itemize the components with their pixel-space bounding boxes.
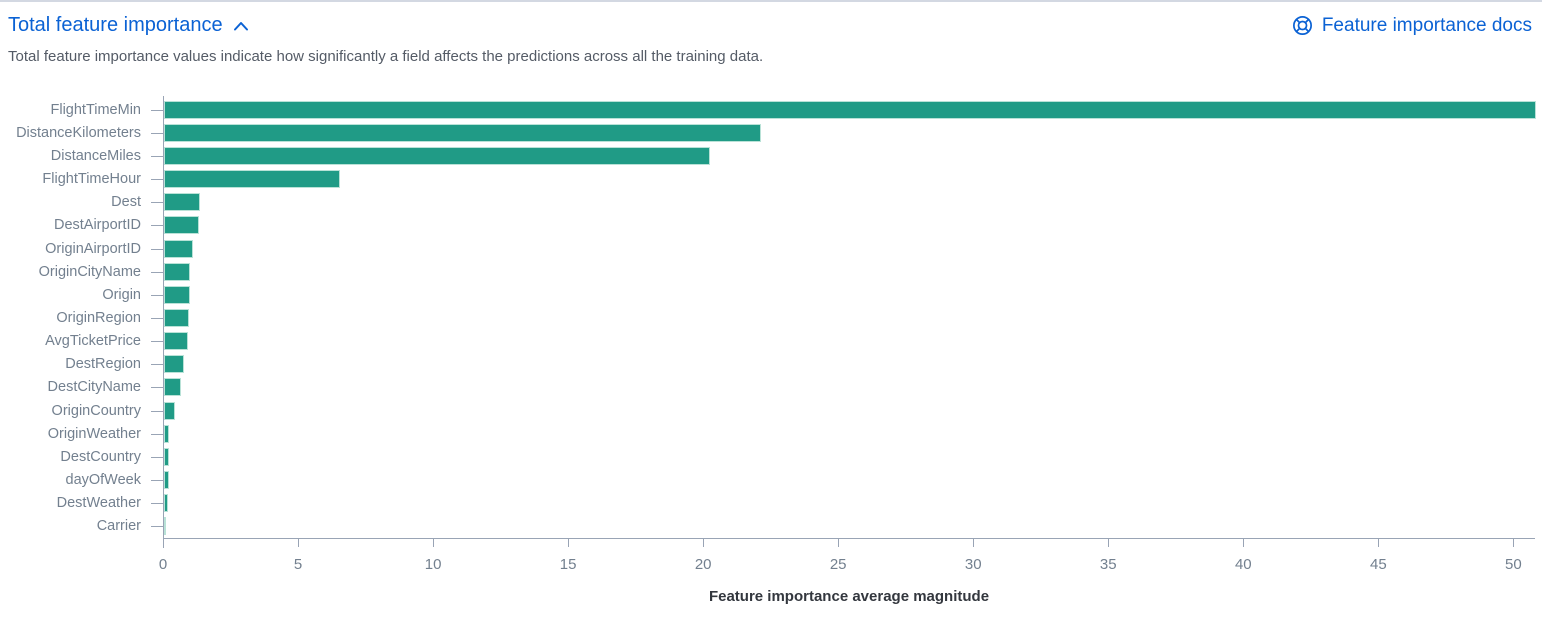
y-axis-tick (151, 341, 163, 343)
bar-Dest[interactable] (164, 193, 201, 212)
bar-DestCityName[interactable] (164, 378, 181, 397)
bar-DestRegion[interactable] (164, 355, 184, 374)
y-axis-tick (151, 179, 163, 181)
x-axis-tick-label: 40 (1234, 556, 1252, 573)
bar-OriginAirportID[interactable] (164, 239, 193, 258)
bar-AvgTicketPrice[interactable] (164, 332, 188, 351)
bar-FlightTimeHour[interactable] (164, 170, 340, 189)
bar-dayOfWeek[interactable] (164, 471, 169, 490)
x-axis-tick-label: 20 (694, 556, 712, 573)
x-axis-tick-label: 50 (1505, 556, 1522, 573)
x-axis-tick-label: 35 (1099, 556, 1117, 573)
y-axis-tick (151, 155, 163, 157)
y-axis-tick (151, 225, 163, 227)
y-axis-tick (151, 202, 163, 204)
y-axis-label: AvgTicketPrice (45, 333, 141, 350)
y-axis-tick (151, 318, 163, 319)
x-axis-tick (1378, 538, 1380, 547)
bar-DistanceMiles[interactable] (164, 146, 710, 165)
bar-OriginWeather[interactable] (164, 424, 170, 443)
y-axis-label: DestCityName (47, 379, 141, 396)
feature-importance-chart: FlightTimeMin DistanceKilometers DistanceM… (0, 92, 1542, 614)
x-axis-tick-label: 45 (1370, 556, 1387, 573)
y-axis-tick (151, 271, 163, 273)
x-axis-tick (1108, 538, 1110, 547)
x-axis-tick (433, 538, 435, 547)
x-axis-tick-label: 25 (829, 556, 847, 573)
y-axis-label: Dest (111, 194, 141, 211)
bar-OriginRegion[interactable] (164, 309, 189, 327)
y-axis-label: DestRegion (65, 356, 141, 373)
bar-Carrier[interactable] (164, 517, 166, 536)
y-axis-tick (151, 387, 163, 389)
y-axis-line (163, 96, 164, 548)
section-header: Total feature importance Feature importa… (0, 2, 1542, 37)
y-axis-label: OriginCountry (51, 402, 141, 419)
y-axis-tick (151, 433, 163, 435)
x-axis-tick-label: 30 (964, 556, 982, 573)
y-axis-label: DestWeather (56, 495, 141, 512)
feature-importance-docs-link[interactable]: Feature importance docs (1291, 14, 1532, 37)
y-axis-tick (151, 132, 163, 134)
x-axis-tick-label: 15 (559, 556, 577, 573)
y-axis-label: DestCountry (60, 448, 141, 465)
y-axis-tick (151, 109, 163, 111)
bar-DistanceKilometers[interactable] (164, 123, 761, 142)
x-axis-tick (568, 538, 570, 547)
bar-OriginCountry[interactable] (164, 401, 176, 420)
x-axis-tick-label: 10 (424, 556, 442, 573)
x-axis-tick (298, 538, 300, 547)
x-axis-tick-label: 0 (158, 556, 168, 573)
y-axis-label: DistanceKilometers (16, 124, 141, 141)
bar-DestWeather[interactable] (164, 494, 169, 513)
y-axis-label: Carrier (96, 518, 141, 535)
docs-link-label: Feature importance docs (1321, 14, 1532, 36)
y-axis-tick (151, 456, 163, 458)
x-axis-line (163, 538, 1535, 539)
y-axis-label: FlightTimeHour (42, 171, 141, 188)
chevron-up-icon[interactable] (233, 21, 249, 31)
section-title: Total feature importance (8, 14, 223, 36)
bar-FlightTimeMin[interactable] (164, 100, 1536, 119)
bar-DestAirportID[interactable] (164, 216, 200, 235)
x-axis-tick (838, 538, 840, 547)
x-axis-tick (703, 538, 705, 547)
y-axis-label: dayOfWeek (65, 472, 142, 489)
total-feature-importance-toggle[interactable]: Total feature importance (8, 14, 249, 37)
y-axis-tick (151, 364, 163, 366)
x-axis-tick (1513, 538, 1515, 547)
help-lifering-icon[interactable] (1291, 14, 1314, 37)
y-axis-tick (151, 503, 163, 505)
y-axis-label: Origin (102, 286, 141, 303)
x-axis-tick (1243, 538, 1245, 547)
y-axis-label: OriginRegion (56, 310, 141, 326)
y-axis-label: OriginAirportID (45, 240, 141, 257)
bar-OriginCityName[interactable] (164, 262, 191, 281)
x-axis-tick (973, 538, 975, 547)
y-axis-tick (151, 480, 163, 482)
bar-Origin[interactable] (164, 285, 190, 304)
y-axis-tick (151, 294, 163, 296)
y-axis-label: DistanceMiles (50, 147, 141, 164)
y-axis-label: OriginCityName (38, 263, 141, 280)
y-axis-label: OriginWeather (47, 425, 141, 442)
y-axis-label: DestAirportID (53, 217, 141, 234)
y-axis-tick (151, 410, 163, 412)
x-axis-title: Feature importance average magnitude (708, 588, 990, 605)
section-description: Total feature importance values indicate… (8, 48, 764, 65)
y-axis-tick (151, 248, 163, 250)
x-axis-tick-label: 5 (293, 556, 303, 573)
bar-DestCountry[interactable] (164, 447, 170, 466)
y-axis-label: FlightTimeMin (50, 101, 141, 118)
y-axis-tick (151, 526, 163, 528)
